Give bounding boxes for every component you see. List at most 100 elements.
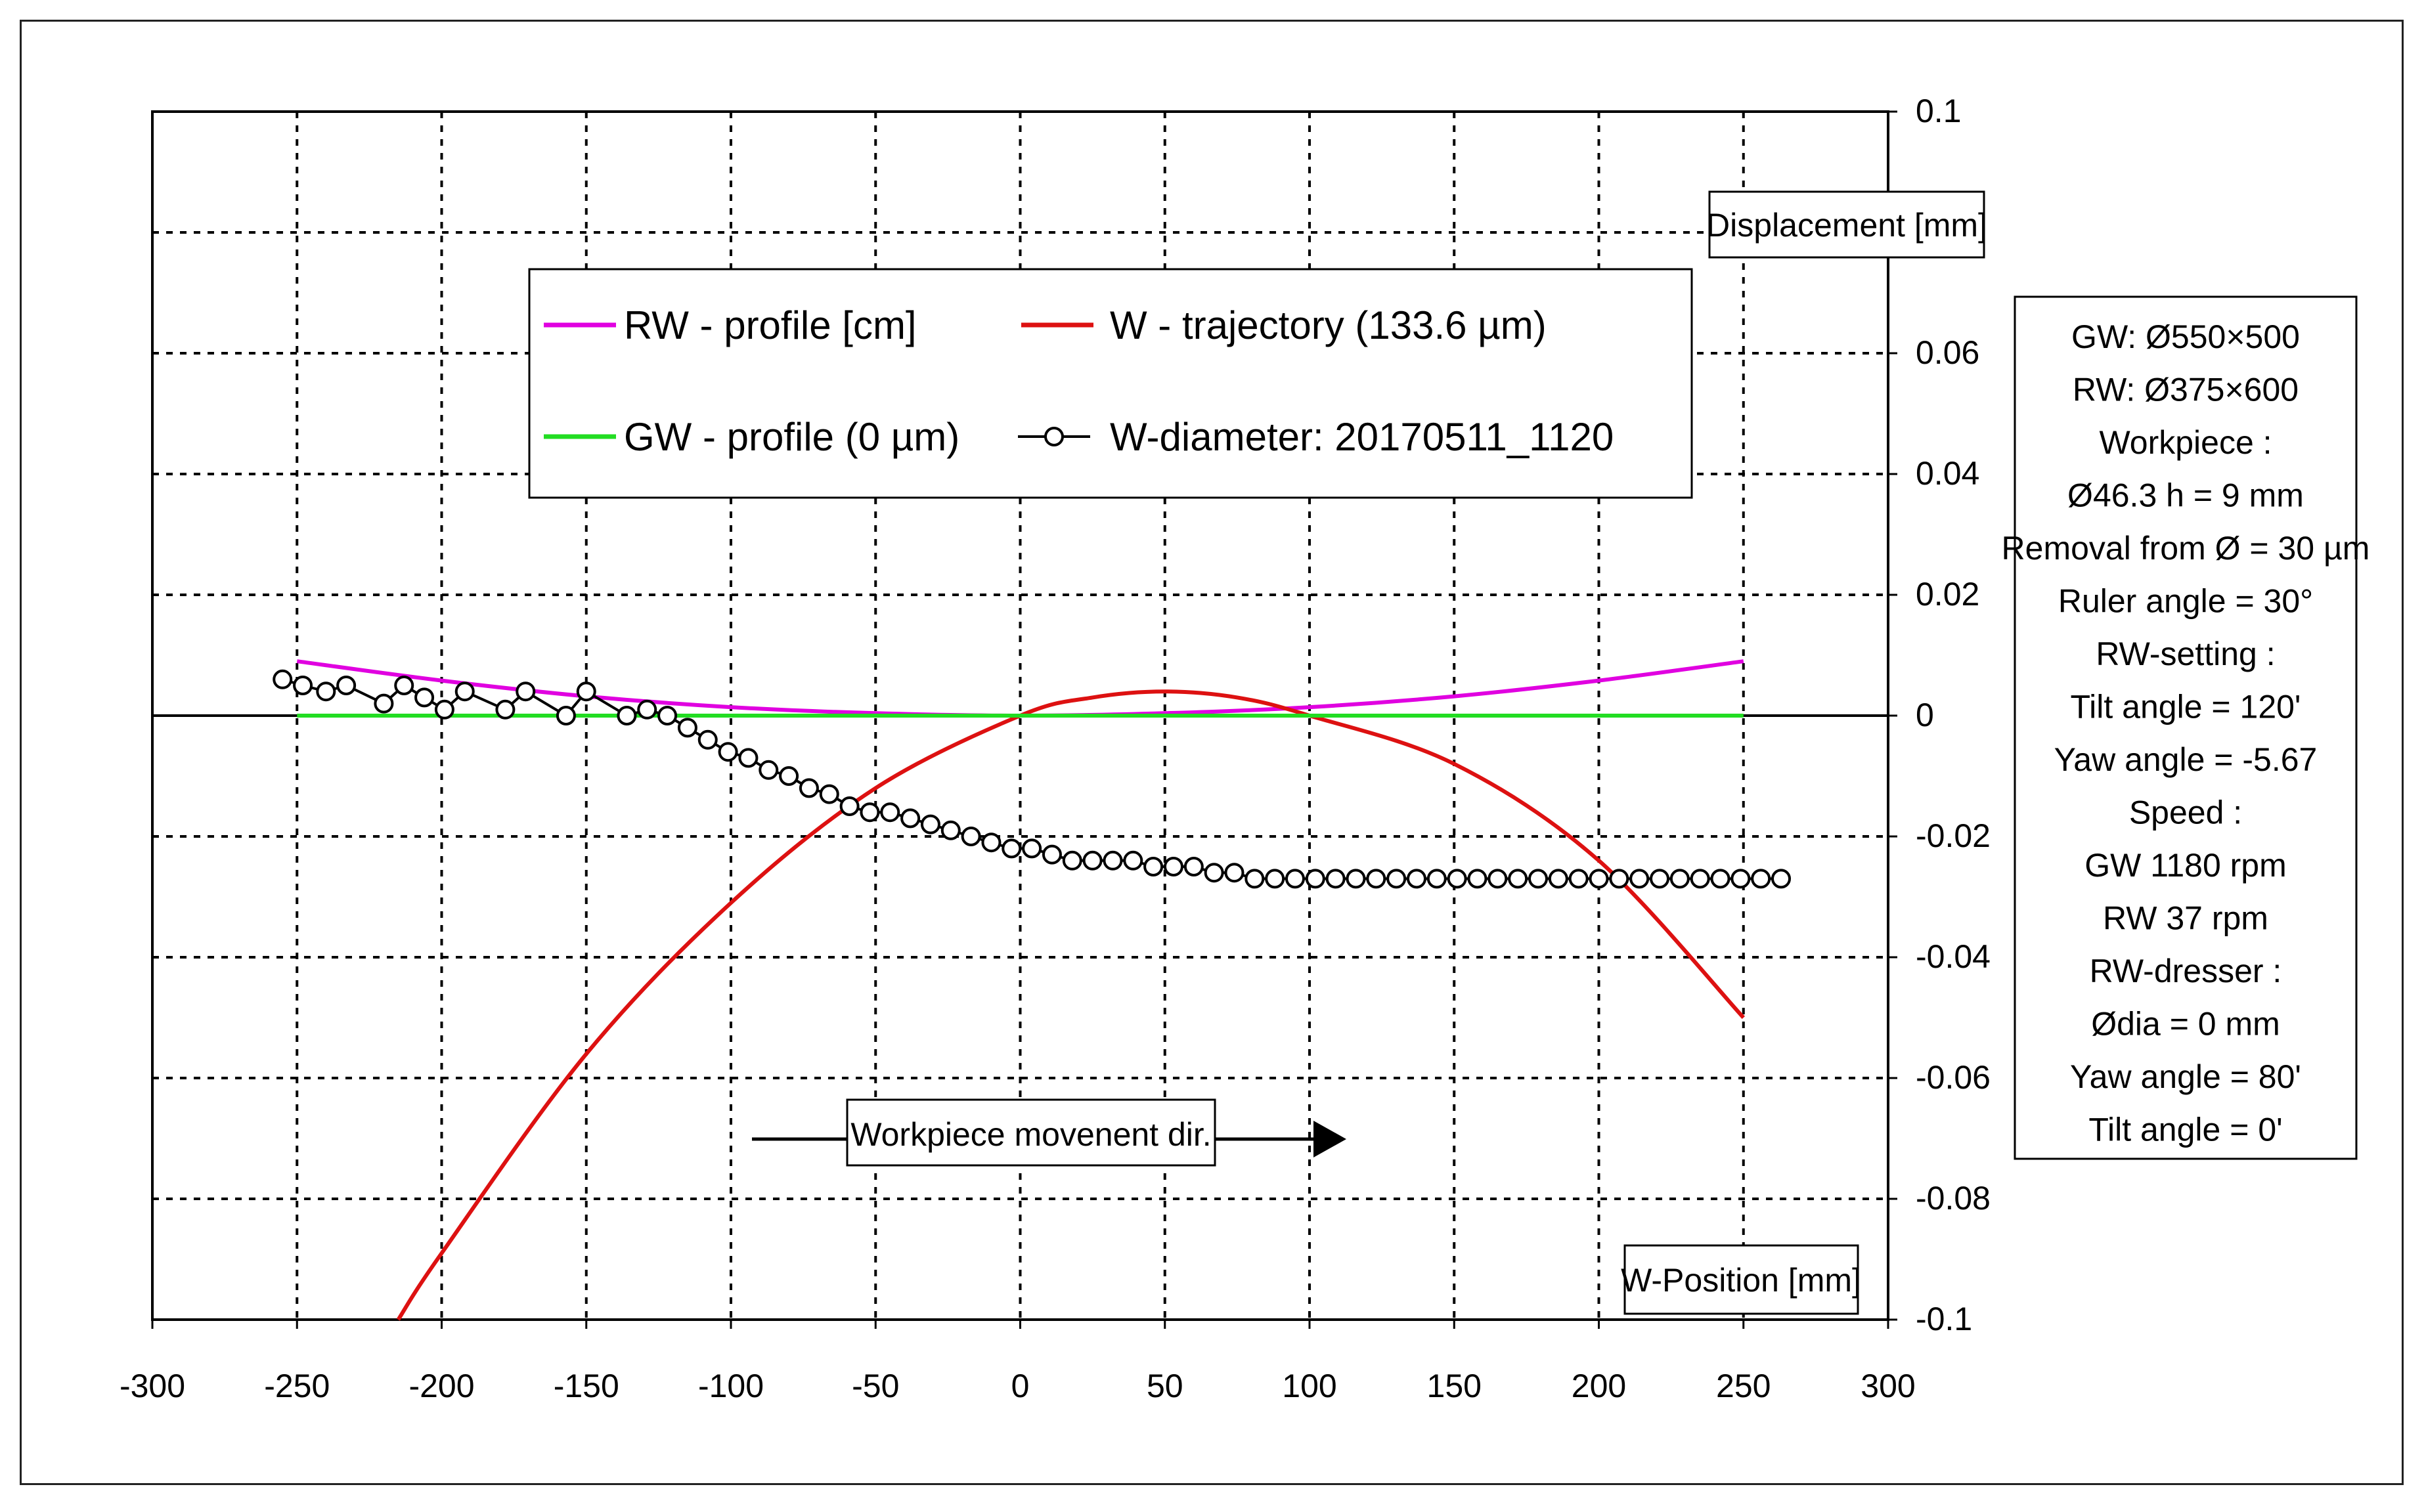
y-tick-label: 0.1	[1916, 93, 1962, 129]
info-panel-line: Yaw angle = 80'	[2070, 1058, 2301, 1095]
data-point	[738, 748, 759, 768]
data-point	[1447, 869, 1467, 889]
data-point	[454, 681, 475, 702]
x-tick-label: -300	[120, 1368, 185, 1404]
data-point	[1082, 850, 1103, 871]
data-point	[1002, 838, 1022, 859]
y-tick-label: -0.08	[1916, 1180, 1991, 1217]
data-point	[718, 742, 738, 762]
data-point	[860, 802, 880, 823]
data-point	[1204, 863, 1224, 883]
data-point	[1183, 857, 1204, 876]
data-point	[677, 718, 697, 738]
info-panel-line: Removal from Ø = 30 µm	[2002, 530, 2370, 567]
data-point	[1771, 869, 1792, 889]
data-point	[1548, 869, 1568, 889]
info-panel-line: GW 1180 rpm	[2084, 847, 2287, 884]
legend-item-gw-profile: GW - profile (0 µm)	[544, 415, 959, 459]
y-tick-label: 0.04	[1916, 455, 1979, 492]
movement-annotation: Workpiece movenent dir.	[752, 1098, 1346, 1167]
data-point	[981, 832, 1002, 853]
data-point	[1589, 869, 1609, 889]
data-point	[1265, 869, 1285, 889]
data-point	[414, 687, 435, 708]
data-point	[839, 796, 860, 816]
data-point	[1426, 869, 1447, 889]
y-tick-label: -0.06	[1916, 1059, 1991, 1096]
legend-marker-w-diameter	[1044, 427, 1064, 446]
data-point	[273, 669, 293, 689]
info-panel-lines: GW: Ø550×500 RW: Ø375×600 Workpiece : Ø46.3…	[2002, 318, 2370, 1148]
data-point	[1487, 869, 1508, 889]
data-point	[799, 778, 819, 798]
legend-item-rw-profile: RW - profile [cm]	[544, 303, 917, 347]
data-point	[1346, 869, 1366, 889]
data-point	[293, 676, 313, 695]
x-tick-label: -50	[852, 1368, 899, 1404]
x-tick-label: 150	[1427, 1368, 1482, 1404]
data-point	[1022, 838, 1042, 859]
y-axis-title-box: Displacement [mm]	[1706, 190, 1987, 259]
data-point	[1650, 869, 1670, 889]
data-point	[637, 699, 657, 720]
data-point	[1730, 869, 1751, 889]
x-tick-label: -250	[264, 1368, 330, 1404]
data-point	[819, 784, 839, 804]
data-point	[920, 814, 940, 834]
data-point	[961, 827, 981, 846]
data-point	[1305, 869, 1325, 889]
x-tick-label: 100	[1282, 1368, 1336, 1404]
x-tick-label: 0	[1011, 1368, 1030, 1404]
data-point	[1123, 850, 1143, 871]
axes: -300 -250 -200 -150 -100 -50 0 50 100 150 200 250 30…	[120, 93, 1991, 1404]
movement-annotation-box	[846, 1098, 1216, 1167]
x-axis-title: W-Position [mm]	[1621, 1262, 1861, 1299]
info-panel-line: RW 37 rpm	[2103, 900, 2268, 937]
data-point	[1609, 869, 1629, 889]
arrow-right-icon	[1313, 1121, 1346, 1157]
data-point	[336, 676, 357, 695]
data-point	[779, 766, 799, 786]
data-point	[617, 706, 637, 725]
y-tick-label: 0	[1916, 697, 1934, 733]
data-point	[1163, 857, 1183, 876]
data-point	[880, 802, 900, 823]
data-point	[1406, 869, 1426, 889]
legend-label-gw-profile: GW - profile (0 µm)	[624, 415, 959, 459]
y-tick-label: -0.1	[1916, 1301, 1972, 1337]
data-point	[1224, 863, 1245, 883]
info-panel-line: GW: Ø550×500	[2071, 318, 2300, 355]
info-panel-line: Ø46.3 h = 9 mm	[2067, 477, 2304, 514]
info-panel-line: Tilt angle = 0'	[2088, 1112, 2282, 1148]
data-point	[1508, 869, 1528, 889]
data-point	[657, 706, 678, 725]
y-tick-label: 0.06	[1916, 334, 1979, 371]
legend-item-w-diameter: W-diameter: 20170511_1120	[1018, 415, 1614, 459]
info-panel-line: Yaw angle = -5.67	[2054, 741, 2318, 778]
x-axis-title-box: W-Position [mm]	[1621, 1244, 1861, 1315]
data-point	[1690, 869, 1710, 889]
y-axis-title: Displacement [mm]	[1706, 207, 1987, 244]
data-point	[900, 808, 921, 829]
data-point	[1143, 857, 1164, 876]
figure-frame	[20, 20, 2404, 1485]
data-point	[394, 676, 414, 695]
data-point	[516, 681, 536, 702]
y-tick-label: 0.02	[1916, 576, 1979, 613]
info-panel-line: Workpiece :	[2099, 424, 2272, 461]
data-point	[1285, 869, 1305, 889]
data-point	[316, 681, 336, 702]
x-tick-label: 300	[1861, 1368, 1915, 1404]
series-line-w-trajectory-133-6-m	[396, 689, 1746, 1321]
data-point	[556, 706, 576, 725]
data-point	[1386, 869, 1407, 889]
data-point	[1467, 869, 1487, 889]
info-panel-line: RW-dresser :	[2090, 953, 2282, 989]
data-point	[495, 699, 516, 720]
movement-annotation-text: Workpiece movenent dir.	[850, 1116, 1211, 1153]
data-point	[697, 729, 718, 750]
data-point	[1103, 850, 1123, 871]
x-tick-label: -200	[408, 1368, 474, 1404]
data-point	[374, 693, 394, 714]
